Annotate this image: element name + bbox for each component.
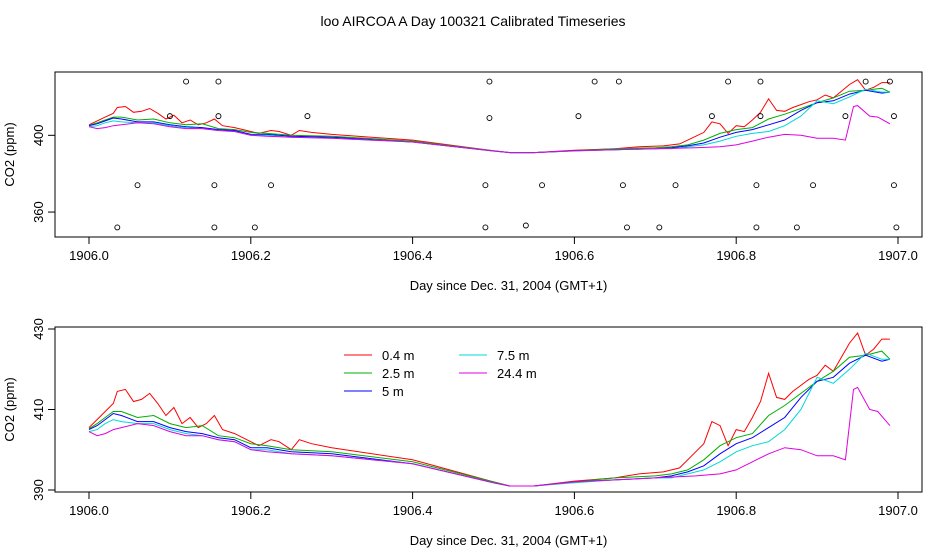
outlier-point: [624, 224, 630, 231]
outlier-point: [114, 224, 121, 231]
outlier-point: [656, 224, 663, 231]
outlier-point: [304, 113, 311, 120]
x-tick-label: 1906.4: [393, 248, 433, 263]
outlier-point: [183, 78, 190, 85]
outlier-point: [725, 78, 732, 85]
figure-title: loo AIRCOA A Day 100321 Calibrated Times…: [320, 13, 625, 29]
x-tick-label: 1906.4: [393, 503, 433, 518]
outlier-point: [793, 224, 800, 231]
outlier-point: [539, 182, 545, 189]
outlier-point: [522, 222, 529, 229]
outlier-point: [753, 224, 760, 231]
x-tick-label: 1907.0: [878, 503, 918, 518]
x-tick-label: 1907.0: [878, 248, 918, 263]
outlier-point: [708, 113, 715, 120]
x-axis-label: Day since Dec. 31, 2004 (GMT+1): [410, 533, 608, 548]
legend-entry: 2.5 m: [382, 366, 415, 381]
legend-entry: 0.4 m: [382, 348, 415, 363]
outlier-point: [893, 224, 900, 231]
y-tick-label: 360: [31, 201, 46, 223]
x-tick-label: 1906.2: [231, 503, 271, 518]
outlier-point: [591, 78, 598, 85]
outlier-point: [886, 78, 893, 85]
y-axis-label: CO2 (ppm): [2, 122, 17, 186]
y-axis-label: CO2 (ppm): [2, 377, 17, 441]
outlier-point: [215, 78, 222, 85]
legend: 0.4 m 2.5 m 5 m 7.5 m 24.4 m: [344, 348, 537, 399]
bottom-panel: 1906.0 1906.2 1906.4 1906.6 1906.8 1907.0 390 4…: [2, 318, 923, 548]
x-axis-label: Day since Dec. 31, 2004 (GMT+1): [410, 278, 608, 293]
outlier-point: [619, 182, 626, 189]
outlier-point: [211, 182, 218, 189]
legend-entry: 7.5 m: [497, 348, 530, 363]
outlier-point: [482, 182, 489, 189]
outlier-point: [268, 182, 274, 189]
outlier-point: [215, 113, 222, 120]
x-tick-label: 1906.8: [716, 503, 756, 518]
outlier-point: [891, 182, 897, 189]
outlier-point: [753, 182, 760, 189]
outlier-point: [891, 113, 897, 120]
series-line-0-4-mm: [88, 331, 890, 487]
outlier-point: [251, 224, 258, 231]
outlier-point: [211, 224, 218, 231]
legend-entry: 24.4 m: [497, 366, 537, 381]
outlier-point: [672, 182, 679, 189]
outlier-point: [486, 115, 493, 121]
outlier-point: [134, 182, 141, 189]
y-tick-label: 400: [31, 124, 46, 146]
legend-entry: 5 m: [382, 384, 404, 399]
x-tick-label: 1906.2: [231, 248, 271, 263]
series-group: [88, 331, 891, 487]
outlier-point: [482, 224, 489, 231]
series-group: [88, 79, 891, 154]
outlier-point: [757, 113, 764, 120]
x-tick-label: 1906.0: [69, 503, 109, 518]
outlier-point: [615, 78, 622, 85]
plot-frame: [54, 326, 923, 493]
outlier-point: [575, 113, 582, 120]
x-tick-label: 1906.0: [69, 248, 109, 263]
top-panel: 1906.0 1906.2 1906.4 1906.6 1906.8 1907.0 360 4…: [2, 71, 923, 293]
outlier-point: [862, 78, 869, 85]
series-line-7-5-mm: [88, 352, 890, 487]
y-tick-label: 430: [31, 318, 46, 340]
outlier-point: [486, 78, 493, 85]
y-tick-label: 410: [31, 399, 46, 421]
x-tick-label: 1906.6: [555, 503, 595, 518]
series-line-24-4-mm: [88, 105, 891, 154]
y-tick-label: 390: [31, 479, 46, 501]
series-line-24-4-mm: [88, 386, 891, 487]
x-tick-label: 1906.6: [555, 248, 595, 263]
plot-frame: [54, 71, 923, 238]
series-line-0-4-mm: [88, 79, 890, 154]
x-tick-label: 1906.8: [716, 248, 756, 263]
outlier-point: [166, 113, 173, 120]
outlier-point: [810, 182, 817, 189]
series-line-2-5-mm: [88, 350, 891, 487]
outlier-point: [842, 113, 849, 120]
outlier-point: [757, 78, 764, 85]
